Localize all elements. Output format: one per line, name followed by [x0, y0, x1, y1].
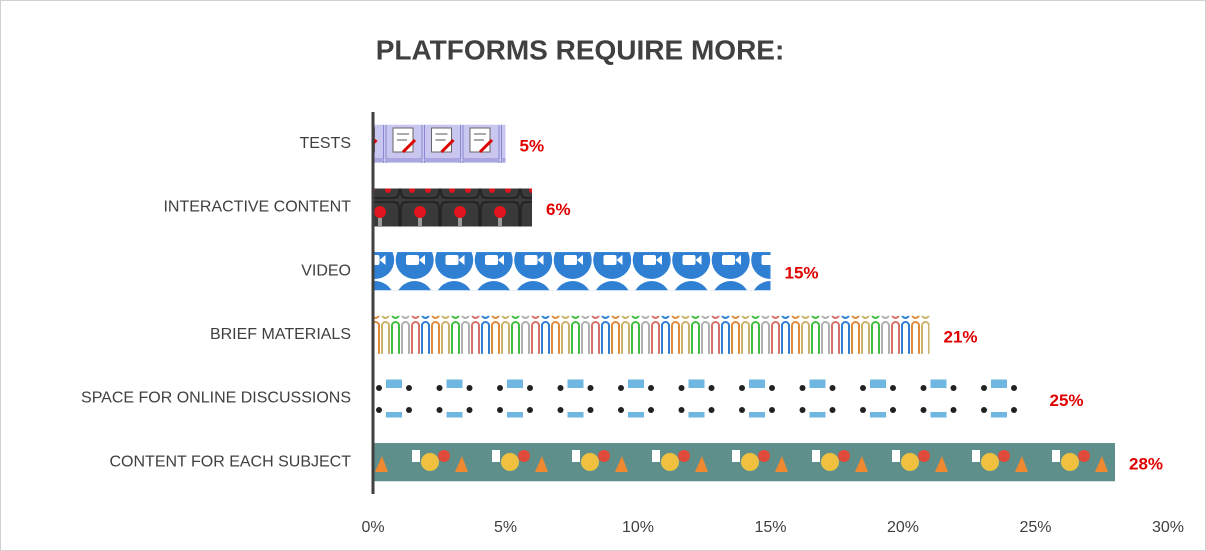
value-label: 6%: [546, 200, 571, 219]
bar-pattern: [373, 379, 1036, 418]
y-tick-label: TESTS: [299, 135, 351, 152]
x-tick-label: 15%: [754, 519, 786, 536]
x-tick-label: 10%: [622, 519, 654, 536]
y-tick-label: VIDEO: [301, 262, 351, 279]
y-tick-label: SPACE FOR ONLINE DISCUSSIONS: [81, 390, 351, 407]
y-tick-label: CONTENT FOR EACH SUBJECT: [110, 453, 352, 470]
bar-pattern: [373, 124, 506, 163]
y-tick-label: INTERACTIVE CONTENT: [163, 199, 351, 216]
x-tick-label: 30%: [1152, 519, 1184, 536]
x-tick-label: 20%: [887, 519, 919, 536]
x-tick-label: 0%: [361, 519, 384, 536]
value-label: 15%: [785, 264, 819, 283]
value-label: 28%: [1129, 455, 1163, 474]
value-label: 21%: [944, 327, 978, 346]
value-label: 5%: [520, 136, 545, 155]
bar-pattern: [373, 252, 771, 291]
bar-pattern: [373, 188, 532, 227]
bar-pattern: [373, 443, 1115, 482]
x-tick-label: 5%: [494, 519, 517, 536]
x-tick-label: 25%: [1019, 519, 1051, 536]
chart-title: PLATFORMS REQUIRE MORE:: [376, 34, 785, 65]
bar-pattern: [373, 315, 930, 354]
y-tick-label: BRIEF MATERIALS: [210, 326, 351, 343]
value-label: 25%: [1050, 391, 1084, 410]
